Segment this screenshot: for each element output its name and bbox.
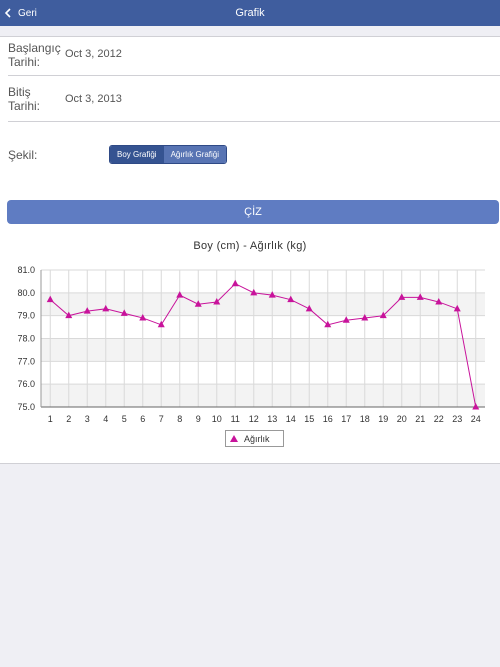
data-point-marker xyxy=(435,297,443,305)
series-line xyxy=(49,283,477,408)
x-tick-label: 8 xyxy=(177,414,182,424)
y-tick-label: 75.0 xyxy=(17,402,35,412)
data-point-marker xyxy=(268,291,276,298)
end-date-field[interactable]: Oct 3, 2013 xyxy=(65,93,122,105)
x-tick-label: 21 xyxy=(415,414,425,424)
start-date-field[interactable]: Oct 3, 2012 xyxy=(65,48,122,60)
x-tick-label: 2 xyxy=(66,414,71,424)
data-point-marker xyxy=(416,293,424,300)
data-point-marker xyxy=(361,313,369,321)
x-tick-label: 10 xyxy=(212,414,222,424)
legend-label: Ağırlık xyxy=(244,433,270,444)
data-point-marker xyxy=(83,307,91,314)
back-button-label: Geri xyxy=(18,7,37,19)
x-tick-label: 17 xyxy=(341,414,351,424)
x-tick-label: 18 xyxy=(360,414,370,424)
start-date-label: Başlangıç Tarihi: xyxy=(8,41,61,69)
data-point-marker xyxy=(324,320,332,328)
y-tick-label: 76.0 xyxy=(17,379,35,389)
x-tick-label: 12 xyxy=(249,414,259,424)
y-tick-label: 80.0 xyxy=(17,288,35,298)
divider xyxy=(8,121,500,122)
x-tick-label: 9 xyxy=(196,414,201,424)
end-date-label: Bitiş Tarihi: xyxy=(8,85,41,113)
y-tick-label: 79.0 xyxy=(17,311,35,321)
data-point-marker xyxy=(250,288,258,296)
chart-type-segmented-control: Boy Grafiği Ağırlık Grafiği xyxy=(109,145,228,164)
chart-legend: Ağırlık xyxy=(225,430,284,447)
x-tick-label: 20 xyxy=(397,414,407,424)
x-tick-label: 15 xyxy=(304,414,314,424)
x-tick-label: 1 xyxy=(48,414,53,424)
x-tick-label: 4 xyxy=(103,414,108,424)
x-tick-label: 16 xyxy=(323,414,333,424)
data-point-marker xyxy=(176,291,184,298)
x-tick-label: 23 xyxy=(452,414,462,424)
x-tick-label: 5 xyxy=(122,414,127,424)
x-tick-label: 3 xyxy=(85,414,90,424)
grid-band xyxy=(41,338,485,362)
back-button[interactable]: Geri xyxy=(5,0,37,26)
grid-band xyxy=(41,315,485,339)
draw-button[interactable]: ÇİZ xyxy=(7,200,499,224)
data-point-marker xyxy=(102,304,110,312)
data-point-marker xyxy=(194,300,202,307)
grid-band xyxy=(41,384,485,407)
navigation-bar: Geri Grafik xyxy=(0,0,500,26)
data-point-marker xyxy=(139,313,147,321)
divider xyxy=(8,75,500,76)
data-point-marker xyxy=(46,295,54,303)
data-point-marker xyxy=(231,279,239,287)
data-point-marker xyxy=(379,311,387,319)
data-point-marker xyxy=(120,309,128,316)
x-tick-label: 6 xyxy=(140,414,145,424)
data-point-marker xyxy=(287,295,295,303)
segment-weight-chart[interactable]: Ağırlık Grafiği xyxy=(163,146,227,163)
chart-title: Boy (cm) - Ağırlık (kg) xyxy=(193,240,307,252)
data-point-marker xyxy=(342,316,350,323)
x-tick-label: 22 xyxy=(434,414,444,424)
data-point-marker xyxy=(65,311,73,319)
data-point-marker xyxy=(157,320,165,328)
x-tick-label: 7 xyxy=(159,414,164,424)
shape-label: Şekil: xyxy=(8,148,38,162)
x-tick-label: 13 xyxy=(267,414,277,424)
page-title: Grafik xyxy=(235,7,265,19)
triangle-marker-icon xyxy=(230,435,238,442)
y-tick-label: 78.0 xyxy=(17,334,35,344)
data-point-marker xyxy=(398,293,406,300)
data-point-marker xyxy=(305,304,313,312)
y-tick-label: 81.0 xyxy=(17,265,35,275)
x-tick-label: 24 xyxy=(471,414,481,424)
grid-band xyxy=(41,270,485,293)
data-point-marker xyxy=(472,403,480,410)
x-tick-label: 19 xyxy=(378,414,388,424)
data-point-marker xyxy=(213,297,221,305)
grid-band xyxy=(41,361,485,385)
y-tick-label: 77.0 xyxy=(17,356,35,366)
line-chart: 75.076.077.078.079.080.081.01 2 3 4 5 6 7 8 9 10 1… xyxy=(17,265,485,424)
chevron-left-icon xyxy=(5,8,11,18)
grid-band xyxy=(41,292,485,316)
segment-height-chart[interactable]: Boy Grafiği xyxy=(110,146,164,163)
chart-form-panel: Başlangıç Tarihi: Oct 3, 2012 Bitiş Tari… xyxy=(0,36,500,464)
x-tick-label: 11 xyxy=(231,414,240,424)
data-point-marker xyxy=(453,304,461,312)
x-tick-label: 14 xyxy=(286,414,296,424)
